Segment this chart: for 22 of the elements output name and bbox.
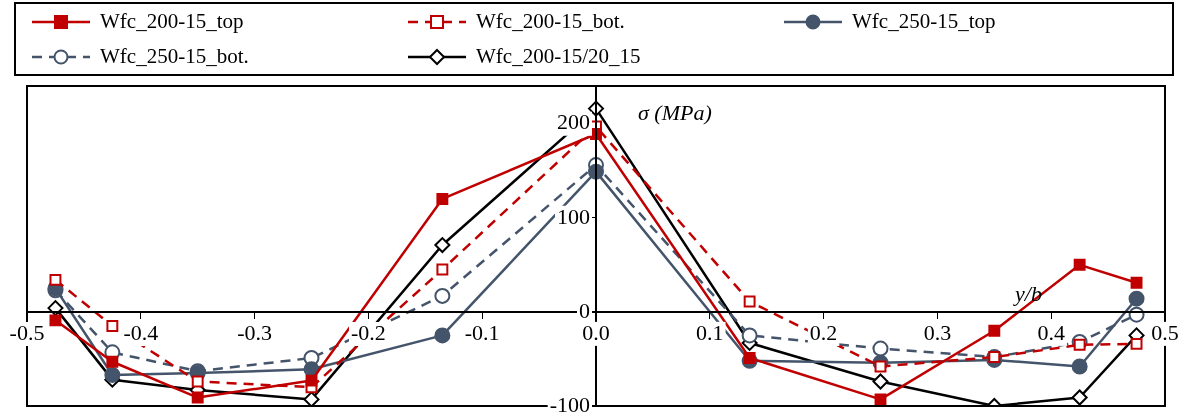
legend-label: Wfc_200-15_top xyxy=(100,9,244,34)
x-tick-label: 0.1 xyxy=(696,319,724,345)
x-tick-label: -0.2 xyxy=(350,319,386,345)
x-tick-label: -0.1 xyxy=(464,319,500,345)
x-tick-label: 0.5 xyxy=(1151,319,1179,345)
y-tick-label: 100 xyxy=(557,203,590,229)
y-tick-label: -100 xyxy=(549,391,590,417)
legend-label: Wfc_250-15_bot. xyxy=(100,44,249,69)
x-tick-label: 0.3 xyxy=(923,319,952,345)
x-tick-label: -0.4 xyxy=(123,319,159,345)
x-tick-label: 0.4 xyxy=(1037,319,1065,345)
x-axis-title: y/b xyxy=(1012,280,1042,306)
y-tick-label: 200 xyxy=(557,109,590,135)
x-tick-label: -0.5 xyxy=(9,319,45,345)
y-tick-label: 0 xyxy=(579,297,590,323)
legend-label: Wfc_200-15_bot. xyxy=(476,9,625,34)
x-tick-label: 0.2 xyxy=(809,319,838,345)
x-tick-label: -0.3 xyxy=(237,319,273,345)
legend-label: Wfc_200-15/20_15 xyxy=(476,44,641,69)
y-axis-title: σ (MPa) xyxy=(638,99,712,125)
x-tick-label: 0.0 xyxy=(582,319,610,345)
legend-label: Wfc_250-15_top xyxy=(852,9,996,34)
